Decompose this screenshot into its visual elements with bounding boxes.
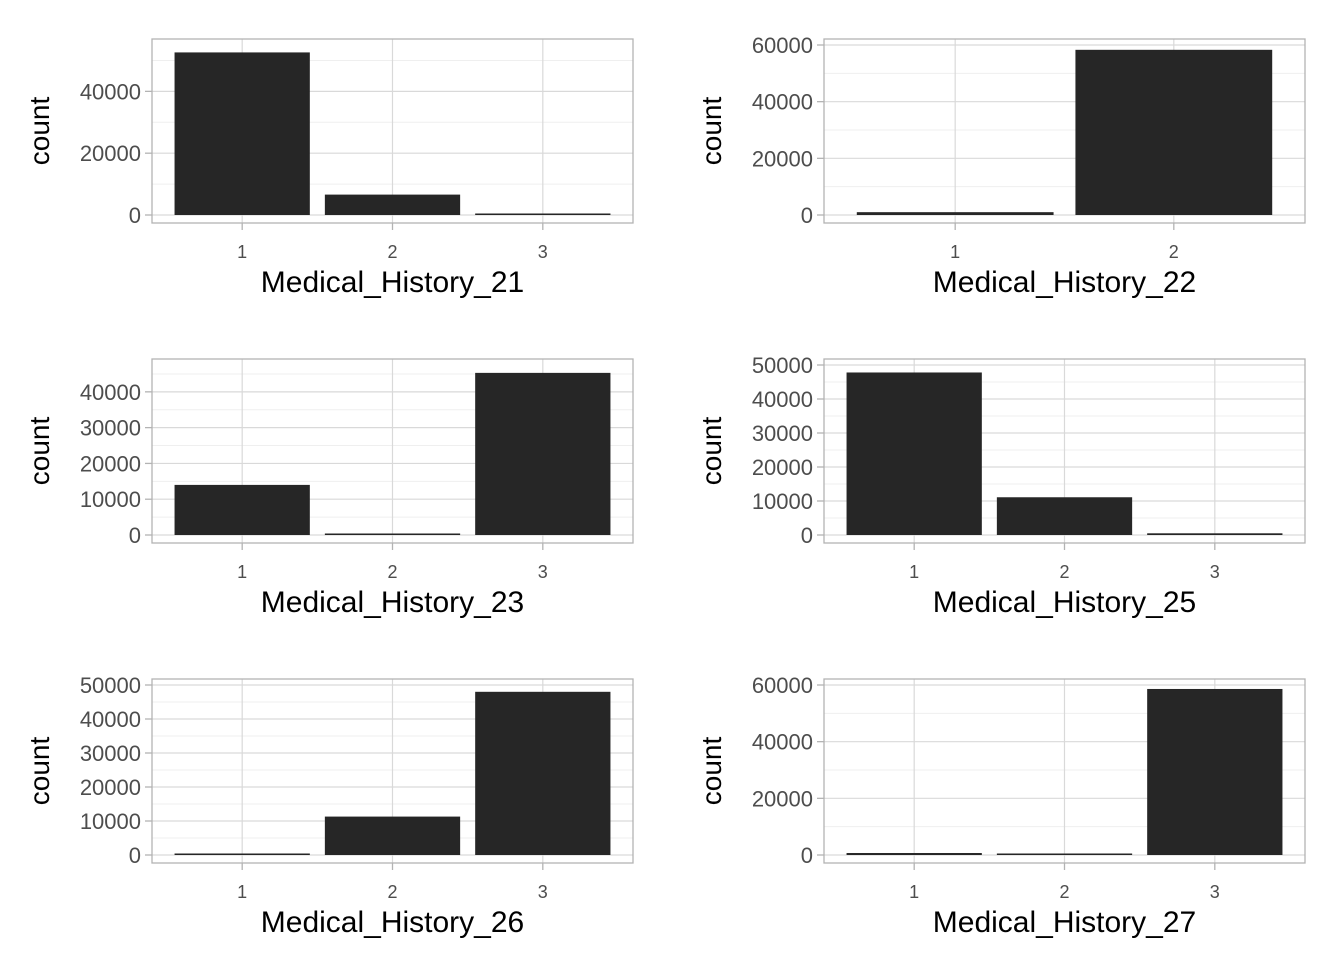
y-tick-label: 50000 [752, 353, 813, 378]
bar-1 [856, 212, 1054, 215]
x-axis-title: Medical_History_26 [261, 906, 524, 939]
y-tick-label: 0 [129, 203, 141, 228]
y-tick-label: 0 [129, 843, 141, 868]
x-tick-label: 1 [237, 882, 247, 902]
panel-border [823, 38, 1306, 224]
x-tick-label: 1 [950, 242, 960, 262]
x-tick-label: 2 [387, 882, 397, 902]
bar-1 [174, 853, 310, 855]
y-tick-label: 40000 [752, 90, 813, 115]
y-tick-label: 20000 [752, 146, 813, 171]
chart-panel-6: 0 20000 40000 60000 1 2 3 Medical_History_27 cou… [696, 673, 1306, 939]
y-tick-label: 30000 [80, 741, 141, 766]
bar-2 [1075, 49, 1273, 215]
x-tick-label: 1 [909, 882, 919, 902]
bar-2 [996, 497, 1133, 535]
chart-panel-2: 0 20000 40000 60000 1 2 Medical_History_22 coun… [696, 33, 1306, 299]
y-tick-label: 0 [801, 203, 813, 228]
x-axis-title: Medical_History_27 [933, 906, 1196, 939]
y-tick-label: 10000 [752, 489, 813, 514]
y-tick-label: 0 [801, 523, 813, 548]
x-tick-label: 3 [538, 882, 548, 902]
y-tick-label: 50000 [80, 673, 141, 698]
x-tick-label: 2 [387, 562, 397, 582]
bar-1 [846, 853, 982, 855]
y-axis-title: count [696, 417, 727, 486]
x-tick-label: 3 [538, 562, 548, 582]
y-tick-label: 10000 [80, 809, 141, 834]
x-tick-label: 2 [1059, 882, 1069, 902]
chart-panel-4: 0 10000 20000 30000 40000 50000 1 2 3 Medical_His… [696, 353, 1306, 619]
x-tick-label: 1 [909, 562, 919, 582]
y-tick-label: 40000 [752, 387, 813, 412]
y-tick-label: 30000 [752, 421, 813, 446]
x-tick-label: 2 [1169, 242, 1179, 262]
bar-1 [174, 52, 310, 215]
x-tick-label: 1 [237, 562, 247, 582]
bar-2 [324, 194, 461, 215]
y-tick-label: 60000 [752, 673, 813, 698]
chart-panel-1: 0 20000 40000 1 2 3 Medical_History_21 count [24, 38, 634, 299]
bar-3 [475, 691, 611, 855]
x-axis-title: Medical_History_22 [933, 266, 1196, 299]
x-axis-title: Medical_History_23 [261, 586, 524, 619]
y-axis-title: count [696, 737, 727, 806]
chart-panel-3: 0 10000 20000 30000 40000 1 2 3 Medical_History_… [24, 358, 634, 619]
y-tick-label: 20000 [752, 786, 813, 811]
x-axis-title: Medical_History_25 [933, 586, 1196, 619]
bar-1 [846, 372, 982, 535]
y-tick-label: 40000 [752, 730, 813, 755]
x-axis-title: Medical_History_21 [261, 266, 524, 299]
y-tick-label: 0 [129, 523, 141, 548]
y-tick-label: 60000 [752, 33, 813, 58]
bar-3 [475, 372, 611, 535]
x-tick-label: 1 [237, 242, 247, 262]
bar-2 [324, 816, 461, 855]
y-axis-title: count [24, 97, 55, 166]
y-tick-label: 40000 [80, 79, 141, 104]
y-tick-label: 40000 [80, 380, 141, 405]
bar-2 [996, 853, 1133, 855]
y-axis-title: count [24, 417, 55, 486]
y-tick-label: 20000 [752, 455, 813, 480]
x-tick-label: 2 [387, 242, 397, 262]
y-tick-label: 30000 [80, 416, 141, 441]
y-tick-label: 0 [801, 843, 813, 868]
y-tick-label: 20000 [80, 141, 141, 166]
y-tick-label: 20000 [80, 775, 141, 800]
bar-3 [1147, 688, 1283, 855]
y-axis-title: count [24, 737, 55, 806]
x-tick-label: 2 [1059, 562, 1069, 582]
y-tick-label: 10000 [80, 487, 141, 512]
x-tick-label: 3 [538, 242, 548, 262]
x-tick-label: 3 [1210, 882, 1220, 902]
y-tick-label: 40000 [80, 707, 141, 732]
x-tick-label: 3 [1210, 562, 1220, 582]
bar-3 [1147, 533, 1283, 535]
bar-1 [174, 484, 310, 535]
bar-3 [475, 213, 611, 215]
bar-2 [324, 533, 461, 535]
chart-panel-5: 0 10000 20000 30000 40000 50000 1 2 3 Medical_His… [24, 673, 634, 939]
y-axis-title: count [696, 97, 727, 166]
y-tick-label: 20000 [80, 451, 141, 476]
